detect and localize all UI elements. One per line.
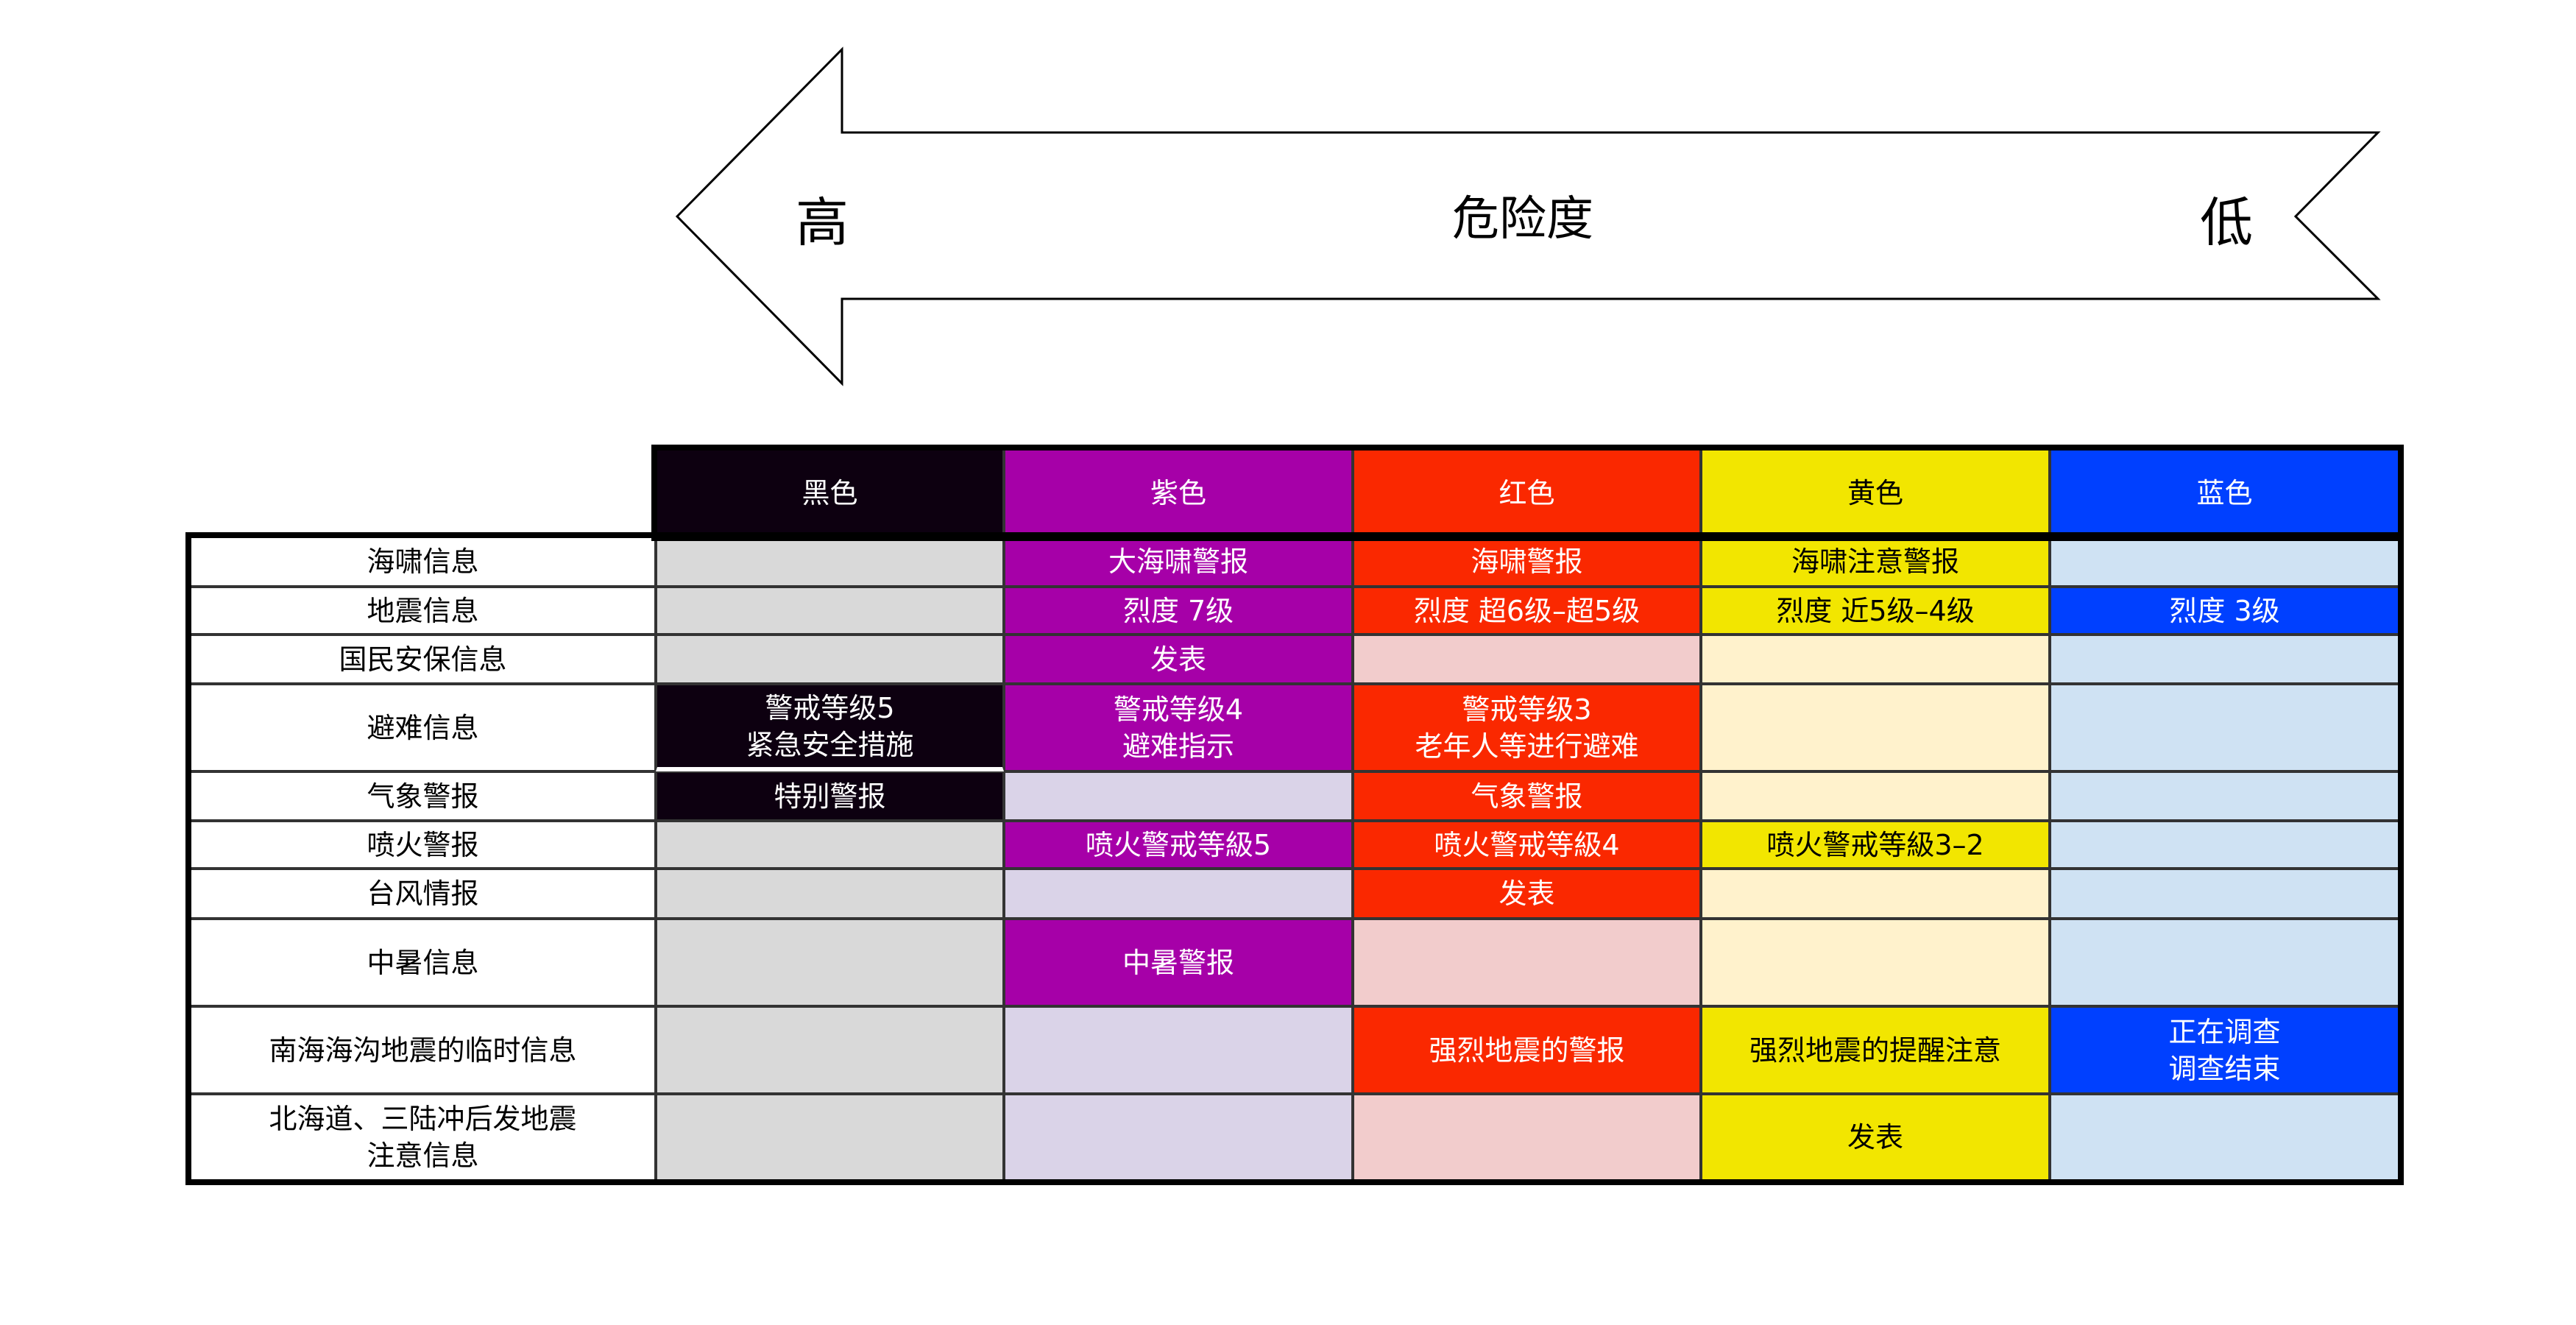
left-pointing-arrow-shape <box>675 46 2381 386</box>
column-header-3: 红色 <box>1353 449 1701 537</box>
table-cell <box>1701 919 2050 1006</box>
table-cell: 发表 <box>1004 635 1353 684</box>
row-label: 气象警报 <box>190 771 656 821</box>
table-cell <box>1004 1094 1353 1181</box>
table-cell <box>656 635 1004 684</box>
arrow-high-label: 高 <box>795 191 849 254</box>
row-label: 避难信息 <box>190 684 656 771</box>
table-cell: 警戒等级4 避难指示 <box>1004 684 1353 771</box>
table-cell <box>1353 635 1701 684</box>
table-cell <box>656 587 1004 635</box>
table-cell: 气象警报 <box>1353 771 1701 821</box>
table-cell <box>2050 821 2399 869</box>
table-cell: 警戒等级3 老年人等进行避难 <box>1353 684 1701 771</box>
table-cell: 特别警报 <box>656 771 1004 821</box>
table-cell: 烈度 7级 <box>1004 587 1353 635</box>
table-cell: 海啸警报 <box>1353 537 1701 587</box>
column-header-2: 紫色 <box>1004 449 1353 537</box>
table-cell: 烈度 3级 <box>2050 587 2399 635</box>
row-label: 国民安保信息 <box>190 635 656 684</box>
table-cell <box>1701 771 2050 821</box>
table-cell: 警戒等级5 紧急安全措施 <box>656 684 1004 771</box>
table-cell <box>656 919 1004 1006</box>
table-cell: 正在调查 调查结束 <box>2050 1006 2399 1094</box>
table-cell <box>656 537 1004 587</box>
arrow-title: 危险度 <box>1452 192 1593 247</box>
table-cell <box>1004 869 1353 919</box>
row-label: 中暑信息 <box>190 919 656 1006</box>
row-label: 地震信息 <box>190 587 656 635</box>
table-cell: 强烈地震的提醒注意 <box>1701 1006 2050 1094</box>
table-cell <box>1004 771 1353 821</box>
table-cell <box>2050 1094 2399 1181</box>
table-cell: 海啸注意警报 <box>1701 537 2050 587</box>
table-cell: 中暑警报 <box>1004 919 1353 1006</box>
table-cell: 强烈地震的警报 <box>1353 1006 1701 1094</box>
table-cell <box>656 869 1004 919</box>
table-cell: 发表 <box>1701 1094 2050 1181</box>
table-cell <box>2050 684 2399 771</box>
row-label: 南海海沟地震的临时信息 <box>190 1006 656 1094</box>
table-cell <box>1701 869 2050 919</box>
table-cell <box>1004 1006 1353 1094</box>
danger-level-arrow <box>675 46 2381 386</box>
column-header-4: 黄色 <box>1701 449 2050 537</box>
table-cell: 喷火警戒等級3–2 <box>1701 821 2050 869</box>
row-label: 喷火警报 <box>190 821 656 869</box>
table-cell: 发表 <box>1353 869 1701 919</box>
arrow-low-label: 低 <box>2199 191 2254 254</box>
table-cell: 烈度 近5级–4级 <box>1701 587 2050 635</box>
table-cell <box>1701 635 2050 684</box>
row-label: 海啸信息 <box>190 537 656 587</box>
table-cell: 大海啸警报 <box>1004 537 1353 587</box>
row-label: 北海道、三陆冲后发地震 注意信息 <box>190 1094 656 1181</box>
table-cell <box>2050 635 2399 684</box>
table-cell <box>656 1006 1004 1094</box>
table-cell <box>2050 771 2399 821</box>
column-header-1: 黑色 <box>656 449 1004 537</box>
table-cell: 烈度 超6级–超5级 <box>1353 587 1701 635</box>
row-label: 台风情报 <box>190 869 656 919</box>
table-cell: 喷火警戒等級5 <box>1004 821 1353 869</box>
table-cell <box>2050 537 2399 587</box>
table-cell <box>2050 919 2399 1006</box>
column-header-5: 蓝色 <box>2050 449 2399 537</box>
table-cell: 喷火警戒等級4 <box>1353 821 1701 869</box>
table-cell <box>1353 1094 1701 1181</box>
table-cell <box>1701 684 2050 771</box>
table-cell <box>1353 919 1701 1006</box>
table-cell <box>656 1094 1004 1181</box>
table-cell <box>656 821 1004 869</box>
table-cell <box>2050 869 2399 919</box>
